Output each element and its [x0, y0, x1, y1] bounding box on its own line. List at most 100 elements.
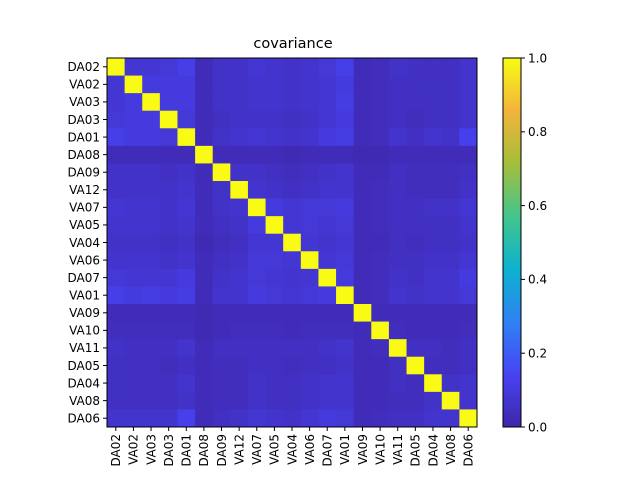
- heatmap-cell-va01-va12: [230, 286, 249, 305]
- heatmap-cell-va06-da06: [459, 251, 478, 270]
- y-tick-label: VA11: [69, 341, 100, 355]
- heatmap-cell-va03-va01: [336, 93, 355, 112]
- heatmap-cell-va07-va08: [441, 198, 460, 217]
- heatmap-cell-da05-da05: [406, 356, 425, 375]
- heatmap-cell-da08-da04: [424, 145, 443, 164]
- heatmap-cell-va03-va11: [388, 93, 407, 112]
- heatmap-cell-da05-va05: [265, 356, 284, 375]
- heatmap-cell-da02-da02: [107, 58, 126, 76]
- heatmap-cell-va07-va04: [283, 198, 302, 217]
- heatmap-cell-da02-da06: [459, 58, 478, 76]
- heatmap-cell-va02-da01: [177, 75, 196, 94]
- heatmap-cell-da04-va08: [441, 374, 460, 393]
- heatmap-cell-da02-va01: [336, 58, 355, 76]
- heatmap-cell-da02-da05: [406, 58, 425, 76]
- heatmap-cell-va06-da04: [424, 251, 443, 270]
- heatmap-cell-va07-da08: [195, 198, 214, 217]
- heatmap-cell-va01-va02: [124, 286, 143, 305]
- heatmap-cell-va04-da05: [406, 233, 425, 252]
- heatmap-cell-va05-va01: [336, 216, 355, 235]
- heatmap-cell-va11-da01: [177, 339, 196, 358]
- heatmap-cell-va09-da08: [195, 304, 214, 322]
- heatmap-cell-va11-va01: [336, 339, 355, 358]
- heatmap-cell-da03-va08: [441, 110, 460, 129]
- heatmap-cell-va09-va07: [247, 304, 266, 322]
- x-tick-label: DA08: [197, 434, 211, 467]
- heatmap-cell-va08-va02: [124, 391, 143, 410]
- heatmap-cell-va06-va02: [124, 251, 143, 270]
- heatmap-cell-da08-da07: [318, 145, 337, 164]
- heatmap-cell-va11-da04: [424, 339, 443, 358]
- heatmap-cell-va04-da03: [159, 233, 178, 252]
- heatmap-cell-da01-da02: [107, 128, 126, 147]
- heatmap-cell-va12-va02: [124, 181, 143, 199]
- heatmap-cell-va06-va05: [265, 251, 284, 270]
- heatmap-cell-va12-va03: [142, 181, 161, 199]
- y-tick-label: DA08: [67, 148, 100, 162]
- heatmap-cell-va07-va06: [300, 198, 319, 217]
- heatmap-cell-va02-da08: [195, 75, 214, 94]
- heatmap-cell-va06-da07: [318, 251, 337, 270]
- heatmap-cell-da06-va01: [336, 409, 355, 428]
- heatmap-cell-va10-va11: [388, 321, 407, 340]
- heatmap-cell-va12-va01: [336, 181, 355, 199]
- x-tick-label: VA06: [303, 434, 317, 465]
- heatmap-cell-da02-da07: [318, 58, 337, 76]
- y-tick-label: DA06: [67, 412, 100, 426]
- heatmap-cell-da09-va11: [388, 163, 407, 182]
- heatmap-cell-va01-da08: [195, 286, 214, 305]
- heatmap-cell-da04-da04: [424, 374, 443, 393]
- heatmap-cell-va03-va10: [371, 93, 390, 112]
- heatmap-cell-da08-va05: [265, 145, 284, 164]
- heatmap-cell-da06-va03: [142, 409, 161, 428]
- heatmap-cell-va03-va09: [353, 93, 372, 112]
- heatmap-cell-da05-va09: [353, 356, 372, 375]
- heatmap-cell-va09-va08: [441, 304, 460, 322]
- heatmap-cell-va02-va05: [265, 75, 284, 94]
- heatmap-cell-va02-va07: [247, 75, 266, 94]
- heatmap-cell-da08-va09: [353, 145, 372, 164]
- heatmap-cell-da05-va02: [124, 356, 143, 375]
- heatmap-cell-da04-da03: [159, 374, 178, 393]
- heatmap-cell-da03-da07: [318, 110, 337, 129]
- heatmap-cell-va03-va06: [300, 93, 319, 112]
- heatmap-cell-va07-va07: [247, 198, 266, 217]
- heatmap-cell-va09-va12: [230, 304, 249, 322]
- heatmap-cell-va05-va03: [142, 216, 161, 235]
- heatmap-cell-da05-va04: [283, 356, 302, 375]
- heatmap-cell-da09-va07: [247, 163, 266, 182]
- heatmap-cell-va04-da04: [424, 233, 443, 252]
- heatmap-cell-va06-da03: [159, 251, 178, 270]
- heatmap-cell-va04-da08: [195, 233, 214, 252]
- heatmap-cell-va10-va06: [300, 321, 319, 340]
- heatmap-cell-da01-da06: [459, 128, 478, 147]
- heatmap-cell-va09-da09: [212, 304, 231, 322]
- heatmap-cell-da09-va02: [124, 163, 143, 182]
- heatmap-cell-da01-da09: [212, 128, 231, 147]
- heatmap-cell-va10-da05: [406, 321, 425, 340]
- heatmap-cell-va02-va10: [371, 75, 390, 94]
- heatmap-cell-va02-da04: [424, 75, 443, 94]
- y-tick-label: VA07: [69, 201, 100, 215]
- heatmap-cell-da03-va02: [124, 110, 143, 129]
- y-tick-label: DA05: [67, 359, 100, 373]
- heatmap-cell-va04-va10: [371, 233, 390, 252]
- heatmap-cell-va10-da07: [318, 321, 337, 340]
- heatmap-cell-da02-va06: [300, 58, 319, 76]
- heatmap-cell-va02-va03: [142, 75, 161, 94]
- heatmap-cell-va03-va04: [283, 93, 302, 112]
- heatmap-cell-va04-da09: [212, 233, 231, 252]
- heatmap-cell-va08-va12: [230, 391, 249, 410]
- heatmap-cell-da02-da01: [177, 58, 196, 76]
- heatmap-cell-va09-va04: [283, 304, 302, 322]
- y-tick-label: DA07: [67, 271, 100, 285]
- heatmap-cell-va03-va02: [124, 93, 143, 112]
- heatmap-cell-da04-va01: [336, 374, 355, 393]
- heatmap-cell-va04-va08: [441, 233, 460, 252]
- heatmap-cell-va12-va09: [353, 181, 372, 199]
- heatmap-cell-va03-da03: [159, 93, 178, 112]
- heatmap-cell-da01-va07: [247, 128, 266, 147]
- heatmap-cell-va10-va10: [371, 321, 390, 340]
- heatmap-cell-da02-va07: [247, 58, 266, 76]
- heatmap-cell-da02-va03: [142, 58, 161, 76]
